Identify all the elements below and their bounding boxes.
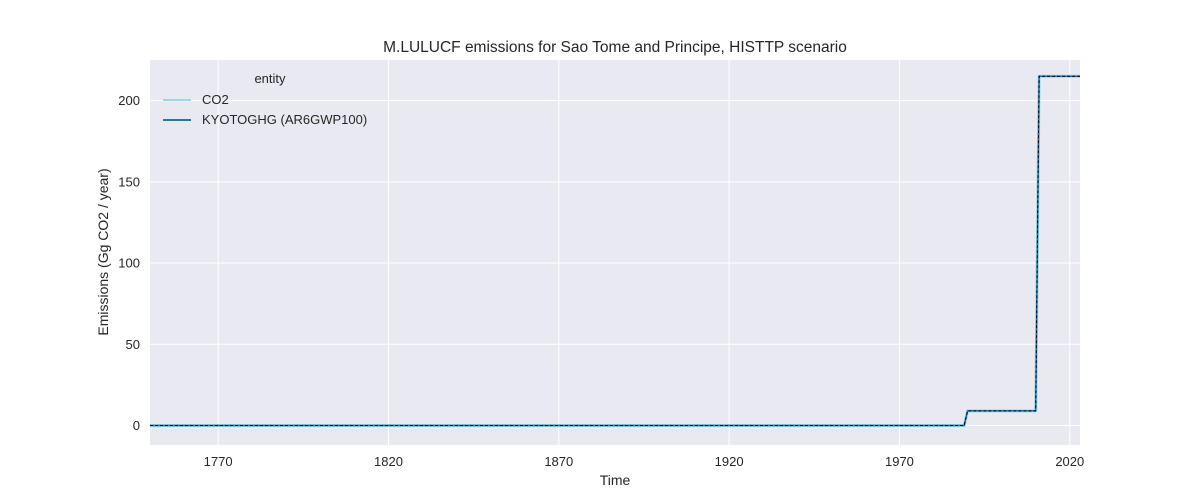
- y-tick-label: 0: [133, 418, 140, 433]
- x-tick-label: 1870: [544, 454, 573, 469]
- x-axis-label: Time: [600, 472, 631, 488]
- x-tick-label: 1920: [715, 454, 744, 469]
- x-tick-label: 1970: [885, 454, 914, 469]
- x-tick-label: 1820: [374, 454, 403, 469]
- legend: entity CO2 KYOTOGHG (AR6GWP100): [163, 71, 367, 127]
- y-tick-label: 100: [118, 256, 140, 271]
- y-tick-label: 50: [126, 337, 140, 352]
- y-axis-label: Emissions (Gg CO2 / year): [95, 168, 111, 335]
- series-layer: [150, 74, 1080, 428]
- y-tick-label: 150: [118, 174, 140, 189]
- y-tick-label: 200: [118, 93, 140, 108]
- y-tick-labels: 0 50 100 150 200: [118, 93, 140, 433]
- x-tick-label: 2020: [1055, 454, 1084, 469]
- legend-title: entity: [254, 71, 286, 86]
- x-tick-label: 1770: [204, 454, 233, 469]
- chart-title: M.LULUCF emissions for Sao Tome and Prin…: [383, 39, 847, 56]
- series-line-kyotoghg-ar6gwp100: [150, 75, 1080, 427]
- legend-label-co2: CO2: [202, 92, 229, 107]
- grid-x: [217, 60, 1071, 445]
- plot-area: [150, 60, 1080, 445]
- legend-label-kyotoghg: KYOTOGHG (AR6GWP100): [202, 112, 367, 127]
- x-tick-labels: 1770 1820 1870 1920 1970 2020: [204, 454, 1085, 469]
